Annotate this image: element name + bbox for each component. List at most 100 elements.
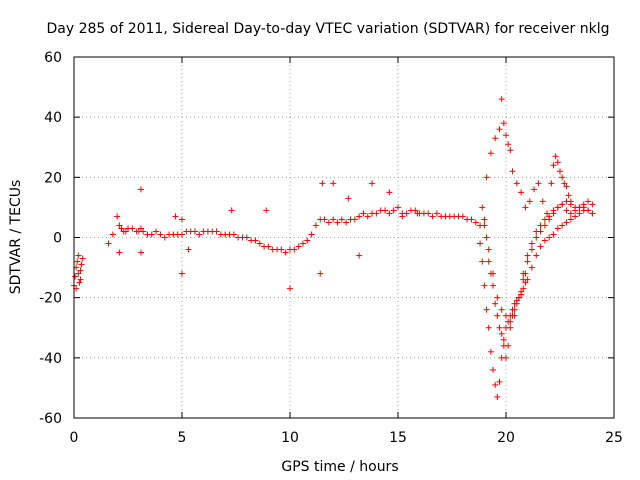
data-points — [71, 96, 596, 400]
data-point — [412, 207, 419, 214]
data-point — [580, 204, 587, 211]
data-point — [522, 279, 529, 286]
data-point — [472, 219, 479, 226]
data-point — [507, 324, 514, 331]
data-point — [76, 279, 83, 286]
data-point — [492, 381, 499, 388]
data-point — [196, 231, 203, 238]
data-point — [563, 207, 570, 214]
data-point — [179, 270, 185, 277]
data-point — [105, 240, 112, 247]
data-point — [524, 258, 531, 265]
data-point — [496, 378, 503, 385]
data-point — [153, 228, 160, 235]
data-point — [243, 234, 250, 241]
data-point — [109, 231, 116, 238]
data-point — [312, 222, 319, 229]
data-point — [291, 246, 298, 253]
data-point — [505, 342, 512, 349]
data-point — [505, 141, 512, 148]
data-point — [563, 198, 570, 205]
data-point — [373, 210, 380, 217]
data-point — [500, 120, 507, 127]
data-point — [554, 225, 561, 232]
data-point — [483, 174, 490, 181]
data-point — [414, 210, 421, 217]
data-point — [137, 249, 144, 256]
data-point — [546, 213, 553, 220]
grid-lines — [74, 57, 614, 418]
data-point — [520, 270, 527, 277]
data-point — [191, 228, 198, 235]
data-point — [567, 210, 574, 217]
x-tick-label: 5 — [178, 430, 187, 446]
data-point — [511, 312, 518, 319]
data-point — [541, 216, 548, 223]
data-point — [433, 210, 440, 217]
data-point — [537, 243, 544, 250]
data-point — [485, 258, 492, 265]
chart-title: Day 285 of 2011, Sidereal Day-to-day VTE… — [47, 21, 610, 37]
data-point — [537, 222, 544, 229]
data-point — [278, 246, 285, 253]
data-point — [572, 207, 579, 214]
data-point — [325, 219, 332, 226]
data-point — [295, 243, 302, 250]
axis-ticks — [73, 56, 615, 419]
data-point — [533, 228, 540, 235]
y-tick-label: -60 — [39, 411, 62, 427]
data-point — [539, 198, 546, 205]
data-point — [345, 195, 352, 202]
data-point — [395, 204, 401, 211]
y-tick-labels: -60 -40 -20 0 20 40 60 — [39, 50, 62, 427]
data-point — [567, 216, 574, 223]
data-point — [490, 270, 497, 277]
data-point — [118, 225, 125, 232]
data-point — [511, 306, 518, 313]
y-tick-label: 0 — [53, 231, 62, 247]
data-point — [550, 162, 557, 169]
data-point — [213, 228, 220, 235]
data-point — [479, 204, 486, 211]
data-point — [287, 285, 293, 292]
data-point — [528, 240, 535, 247]
data-point — [494, 393, 501, 400]
data-point — [429, 213, 436, 220]
data-point — [356, 252, 363, 259]
data-point — [528, 246, 535, 253]
data-point — [503, 312, 509, 319]
data-point — [304, 237, 311, 244]
data-point — [161, 234, 168, 241]
data-point — [356, 213, 363, 220]
data-point — [157, 231, 164, 238]
data-point — [468, 216, 475, 223]
data-point — [498, 330, 505, 337]
data-point — [498, 306, 505, 313]
data-point — [343, 219, 350, 226]
y-tick-label: 20 — [44, 170, 62, 186]
data-point — [494, 312, 501, 319]
data-point — [503, 132, 509, 139]
data-point — [282, 249, 289, 256]
y-tick-label: -40 — [39, 351, 62, 367]
data-point — [265, 243, 272, 250]
data-point — [490, 282, 497, 289]
data-point — [425, 210, 432, 217]
y-axis-title: SDTVAR / TECUs — [8, 180, 24, 295]
data-point — [116, 222, 123, 229]
data-point — [500, 336, 507, 343]
data-point — [299, 240, 306, 247]
data-point — [74, 258, 81, 265]
data-point — [479, 258, 486, 265]
data-point — [386, 189, 393, 196]
data-point — [554, 159, 561, 166]
data-point — [382, 207, 389, 214]
data-point — [559, 201, 566, 208]
data-point — [528, 264, 535, 271]
data-point — [559, 174, 566, 181]
data-point — [585, 207, 592, 214]
data-point — [330, 180, 337, 187]
data-point — [317, 270, 324, 277]
data-point — [330, 216, 337, 223]
data-point — [481, 222, 488, 229]
